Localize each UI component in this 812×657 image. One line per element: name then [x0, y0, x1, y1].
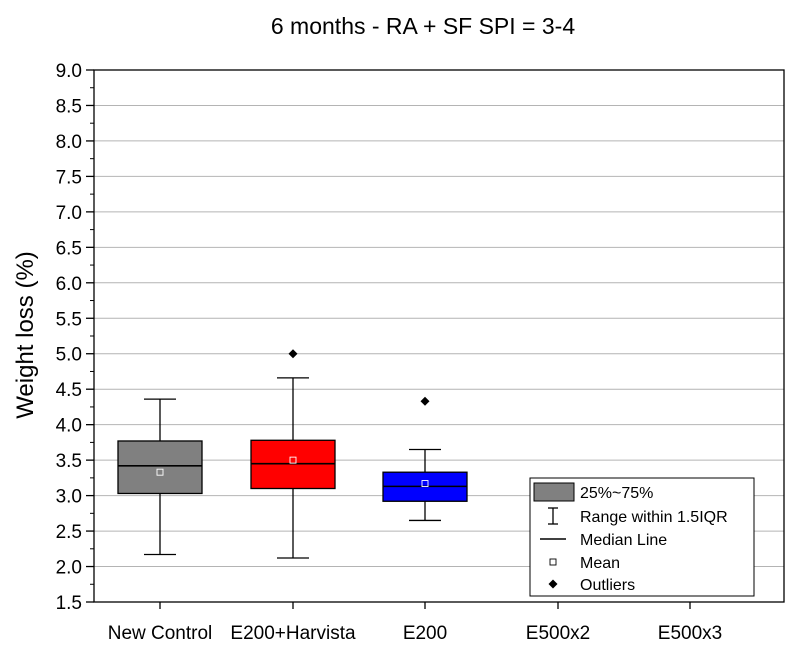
box-group [382, 396, 468, 522]
mean-marker [289, 456, 297, 464]
legend-label: Mean [580, 555, 620, 572]
y-tick-label: 4.0 [56, 416, 82, 437]
outlier-point [420, 396, 430, 406]
mean-marker [421, 480, 429, 487]
legend-label: Median Line [580, 532, 667, 549]
plot-frame [93, 69, 785, 603]
y-tick-label: 2.0 [56, 558, 82, 579]
y-tick-label: 5.0 [56, 345, 82, 366]
y-axis-label: Weight loss (%) [12, 251, 39, 419]
box-group [250, 349, 336, 559]
y-tick-label: 7.5 [56, 167, 82, 188]
y-tick-label: 5.5 [56, 309, 82, 330]
boxes [117, 349, 468, 559]
x-tick-labels: New Control E200+Harvista E200 E500x2 E500x3 [108, 623, 723, 644]
y-tick-label: 8.0 [56, 132, 82, 153]
legend: 25%~75% Range within 1.5IQR Median Line Mea… [529, 477, 755, 597]
x-tick-label: E500x2 [526, 623, 590, 644]
y-tick-label: 2.5 [56, 522, 82, 543]
chart-title: 6 months - RA + SF SPI = 3-4 [271, 13, 575, 39]
y-tick-label: 1.5 [56, 593, 82, 614]
axes [86, 69, 785, 609]
y-tick-label: 7.0 [56, 203, 82, 224]
y-tick-label: 6.5 [56, 238, 82, 259]
x-tick-label: E200+Harvista [230, 623, 356, 644]
y-tick-label: 6.0 [56, 274, 82, 295]
legend-outlier-symbol [548, 579, 558, 589]
box-group [117, 398, 203, 556]
x-tick-label: E500x3 [658, 623, 722, 644]
mean-marker [156, 468, 164, 476]
y-tick-label: 9.0 [56, 61, 82, 82]
x-tick-label: New Control [108, 623, 213, 644]
y-tick-label: 8.5 [56, 96, 82, 117]
x-tick-label: E200 [403, 623, 447, 644]
y-tick-label: 3.5 [56, 451, 82, 472]
legend-label: 25%~75% [580, 485, 653, 502]
legend-box-swatch [533, 482, 575, 502]
iqr-box [117, 440, 203, 495]
y-tick-labels: 1.5 2.0 2.5 3.0 3.5 4.0 4.5 5.0 5.5 6.0 6.5 7.0 7.5 8… [56, 61, 82, 614]
legend-mean-symbol [549, 558, 557, 566]
outlier-point [288, 349, 298, 359]
y-tick-label: 4.5 [56, 380, 82, 401]
legend-label: Outliers [580, 577, 635, 594]
y-tick-label: 3.0 [56, 487, 82, 508]
legend-label: Range within 1.5IQR [580, 509, 728, 526]
gridlines [94, 104, 784, 568]
